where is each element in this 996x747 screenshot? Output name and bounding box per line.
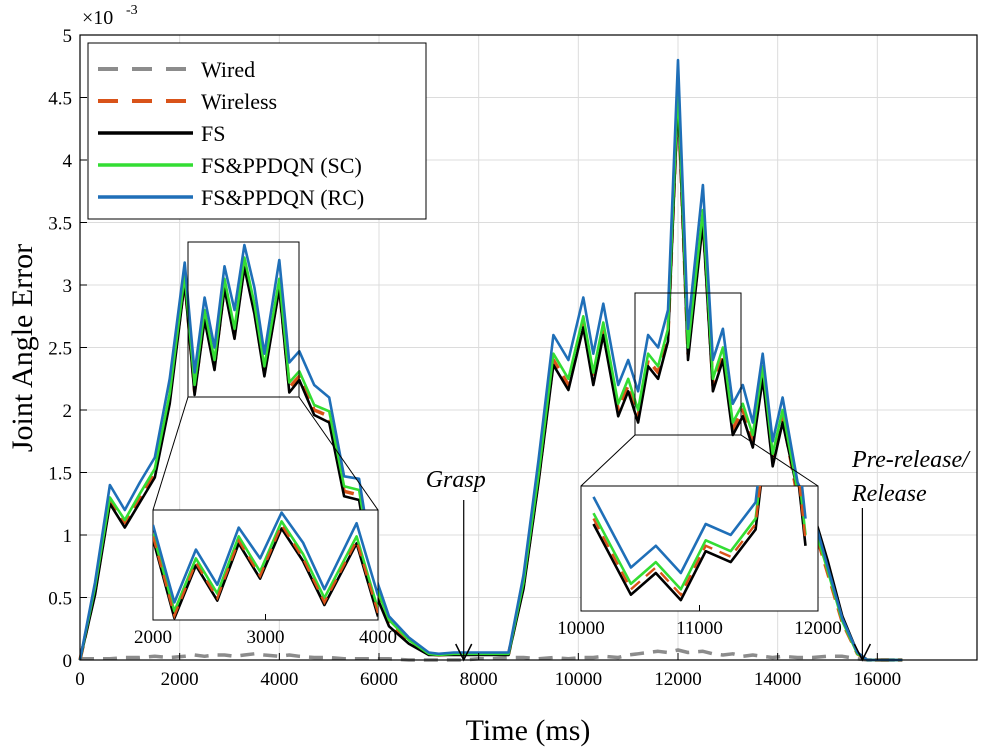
annotation-pre-release: Pre-release/ (851, 447, 971, 473)
legend-label: FS (201, 121, 225, 146)
inset-series-line (153, 520, 378, 613)
annotation-grasp: Grasp (426, 467, 486, 493)
x-tick-label: 0 (75, 669, 85, 690)
y-exponent-power: -3 (126, 3, 138, 18)
y-axis-label: Joint Angle Error (6, 244, 39, 452)
inset-tick-label: 10000 (557, 618, 605, 639)
zoom-region-box (634, 292, 742, 436)
inset-tick-label: 12000 (794, 618, 842, 639)
inset-tick-label: 2000 (134, 627, 172, 648)
legend-box (87, 42, 427, 220)
inset-series-line (153, 527, 378, 620)
annotations: Grasp Pre-release/Release (426, 447, 971, 662)
y-tick-label: 4 (63, 151, 73, 172)
inset-series-line (592, 486, 807, 575)
y-tick-label: 3.5 (48, 214, 72, 235)
inset-tick-label: 11000 (676, 618, 723, 639)
x-tick-label: 16000 (854, 669, 902, 690)
legend-label: Wired (201, 57, 255, 82)
x-tick-label: 14000 (754, 669, 802, 690)
inset-tick-label: 3000 (247, 627, 285, 648)
inset-series-line (592, 486, 807, 591)
inset-series-line (592, 486, 807, 597)
x-tick-label: 2000 (161, 669, 199, 690)
y-tick-label: 4.5 (48, 89, 72, 110)
x-tick-label: 12000 (654, 669, 702, 690)
x-tick-label: 8000 (460, 669, 498, 690)
legend: Wired Wireless FS FS&PPDQN (SC) FS&PPDQN (RC… (87, 42, 427, 220)
y-tick-label: 1 (63, 526, 73, 547)
y-tick-label: 1.5 (48, 464, 72, 485)
x-tick-label: 4000 (260, 669, 298, 690)
y-tick-label: 2.5 (48, 339, 72, 360)
zoom-connector-line (298, 396, 379, 511)
data-series (78, 58, 903, 662)
y-tick-label: 5 (63, 26, 73, 47)
y-tick-label: 2 (63, 401, 73, 422)
legend-label: Wireless (201, 89, 277, 114)
inset-frame (580, 485, 819, 612)
zoom-insets: 2000 3000 4000 10000 11000 12000 (134, 241, 842, 648)
series-line-wired (80, 648, 903, 662)
x-axis-label: Time (ms) (466, 714, 591, 747)
inset-tick-label: 4000 (359, 627, 397, 648)
x-tick-label: 6000 (360, 669, 398, 690)
axis-ticks: 0 2000 4000 6000 8000 10000 12000 14000 1600000.… (48, 26, 901, 690)
inset-series-line (153, 511, 378, 604)
zoom-connector-line (580, 434, 636, 487)
zoom-region-box (187, 241, 300, 398)
legend-label: FS&PPDQN (SC) (201, 153, 362, 178)
legend-label: FS&PPDQN (RC) (201, 185, 364, 210)
x-tick-label: 10000 (555, 669, 603, 690)
y-tick-label: 0.5 (48, 589, 72, 610)
zoom-connector-line (740, 434, 819, 487)
zoom-connector-line (152, 396, 189, 511)
y-tick-label: 0 (63, 651, 73, 672)
y-tick-label: 3 (63, 276, 73, 297)
inset-series-line (153, 522, 378, 620)
annotation-release: Release (851, 481, 927, 507)
annotation-arrowhead (853, 643, 872, 662)
inset-series (592, 486, 807, 602)
inset-series (153, 511, 378, 620)
annotation-arrowhead (455, 643, 473, 662)
series-line-fs-ppdqn-rc- (78, 58, 903, 662)
y-exponent-label: ×10 (82, 7, 113, 29)
inset-series-line (592, 486, 807, 602)
